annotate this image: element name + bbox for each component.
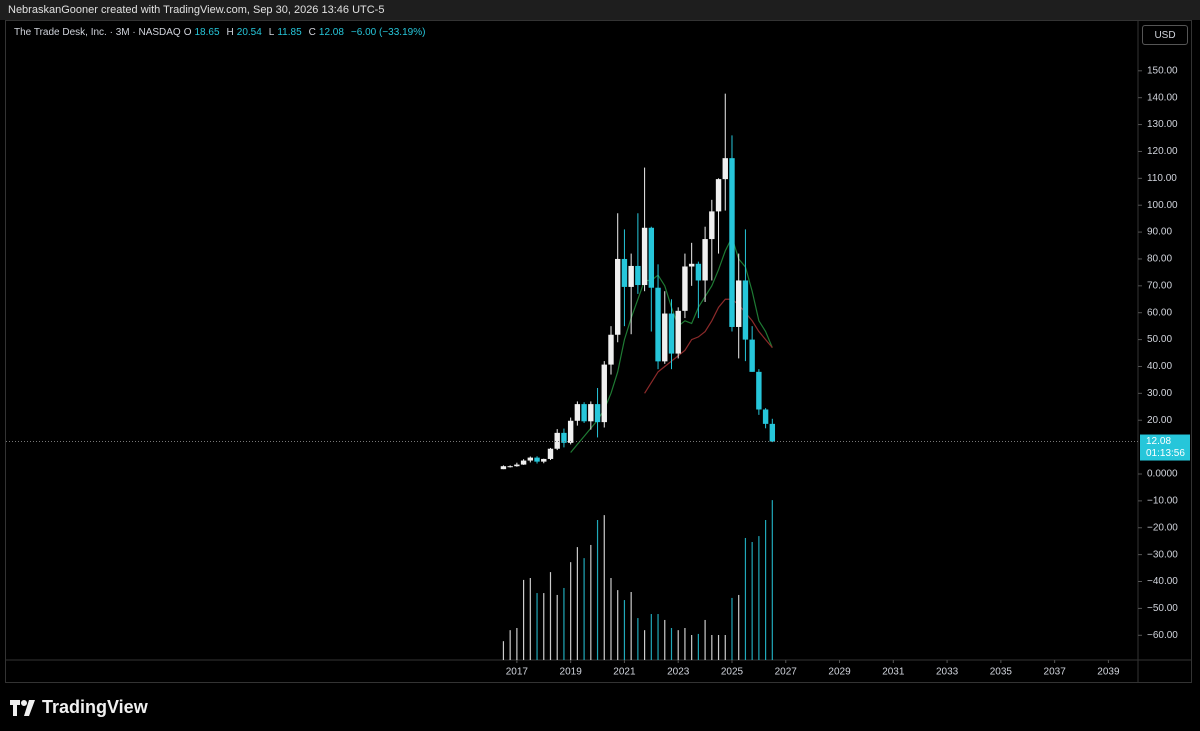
x-tick-label: 2035	[990, 667, 1013, 678]
currency-button[interactable]: USD	[1142, 25, 1188, 45]
change: −6.00 (−33.19%)	[350, 27, 426, 38]
y-tick-label: 150.00	[1147, 65, 1178, 76]
y-tick-label: 110.00	[1147, 173, 1177, 184]
candle-body	[709, 211, 715, 240]
legend-key: L	[268, 27, 275, 38]
candle-body	[668, 313, 675, 354]
x-tick-label: 2023	[667, 667, 690, 678]
x-tick-label: 2021	[613, 667, 636, 678]
legend-value: 12.08	[318, 27, 344, 38]
legend-value: 11.85	[277, 27, 302, 38]
candle-body	[588, 404, 594, 422]
candle-body	[749, 339, 755, 372]
candle-body	[547, 448, 554, 459]
candle-body	[554, 432, 560, 449]
y-tick-label: 30.00	[1147, 388, 1172, 399]
candle-body	[722, 158, 728, 180]
x-tick-label: 2029	[828, 667, 851, 678]
brand-logo	[10, 699, 35, 716]
x-tick-label: 2031	[882, 667, 905, 678]
x-tick-label: 2017	[506, 667, 529, 678]
y-tick-label: 130.00	[1147, 119, 1178, 130]
y-tick-label: 20.00	[1147, 415, 1172, 426]
x-tick-label: 2019	[560, 667, 583, 678]
candle-body	[628, 265, 634, 287]
y-tick-label: −60.00	[1147, 630, 1178, 641]
x-tick-label: 2027	[775, 667, 798, 678]
candle-body	[621, 258, 628, 287]
candle-body	[567, 420, 574, 443]
y-tick-label: 60.00	[1147, 307, 1172, 318]
candle-body	[688, 263, 695, 267]
y-tick-label: −20.00	[1147, 522, 1178, 533]
symbol-title: The Trade Desk, Inc. · 3M · NASDAQ	[14, 27, 181, 38]
candle-body	[520, 460, 527, 465]
candle-body	[514, 464, 520, 467]
price-tag-value: 12.08	[1146, 436, 1171, 447]
x-tick-label: 2033	[936, 667, 959, 678]
price-tag	[1140, 434, 1190, 461]
candle-body	[655, 287, 661, 362]
candle-body	[695, 263, 702, 281]
candle-body	[682, 266, 688, 311]
chart-frame	[5, 20, 1192, 683]
candle-body	[534, 457, 540, 462]
legend-key: C	[308, 27, 316, 38]
y-tick-label: −10.00	[1147, 496, 1178, 507]
x-tick-label: 2025	[721, 667, 744, 678]
brand: TradingView	[42, 697, 148, 717]
candle-body	[648, 227, 655, 288]
candle-body	[736, 280, 742, 327]
candle-body	[729, 158, 735, 327]
y-tick-label: 140.00	[1147, 92, 1178, 103]
candle-body	[594, 404, 601, 423]
candle-body	[581, 404, 587, 422]
candle-body	[541, 458, 547, 462]
moving-average	[644, 298, 773, 394]
y-tick-label: 100.00	[1147, 200, 1178, 211]
candle-body	[635, 265, 641, 286]
candle-body	[641, 227, 648, 286]
legend-value: 18.65	[194, 27, 220, 38]
legend-key: O	[183, 27, 192, 38]
candle-body	[662, 313, 668, 362]
y-tick-label: −40.00	[1147, 576, 1178, 587]
candle-body	[507, 466, 513, 468]
candle-body	[574, 404, 581, 421]
y-tick-label: 80.00	[1147, 254, 1172, 265]
y-tick-label: −30.00	[1147, 549, 1178, 560]
footer: TradingView	[10, 697, 148, 718]
candle-body	[601, 364, 607, 423]
y-tick-label: 70.00	[1147, 280, 1172, 291]
candle-body	[702, 239, 708, 281]
candle-body	[742, 280, 749, 340]
candle-body	[675, 310, 681, 354]
candle-body	[715, 179, 722, 212]
x-tick-label: 2039	[1097, 667, 1120, 678]
candle-body	[561, 432, 567, 443]
candle-body	[615, 258, 621, 335]
candle-body	[527, 457, 534, 461]
attribution: NebraskanGooner created with TradingView…	[0, 0, 1200, 20]
candle-body	[608, 334, 614, 365]
candle-body	[500, 466, 507, 470]
candle-body	[756, 371, 762, 410]
legend: The Trade Desk, Inc. · 3M · NASDAQ O 18.6…	[14, 27, 429, 38]
y-tick-label: 40.00	[1147, 361, 1172, 372]
price-tag-countdown: 01:13:56	[1146, 448, 1185, 459]
y-tick-label: 50.00	[1147, 334, 1172, 345]
y-tick-label: 0.0000	[1147, 469, 1178, 480]
y-tick-label: 120.00	[1147, 146, 1178, 157]
legend-value: 20.54	[236, 27, 262, 38]
legend-key: H	[226, 27, 234, 38]
y-tick-label: 90.00	[1147, 227, 1172, 238]
y-tick-label: −50.00	[1147, 603, 1178, 614]
candle-body	[769, 423, 776, 442]
x-tick-label: 2037	[1044, 667, 1067, 678]
candle-body	[762, 409, 769, 424]
